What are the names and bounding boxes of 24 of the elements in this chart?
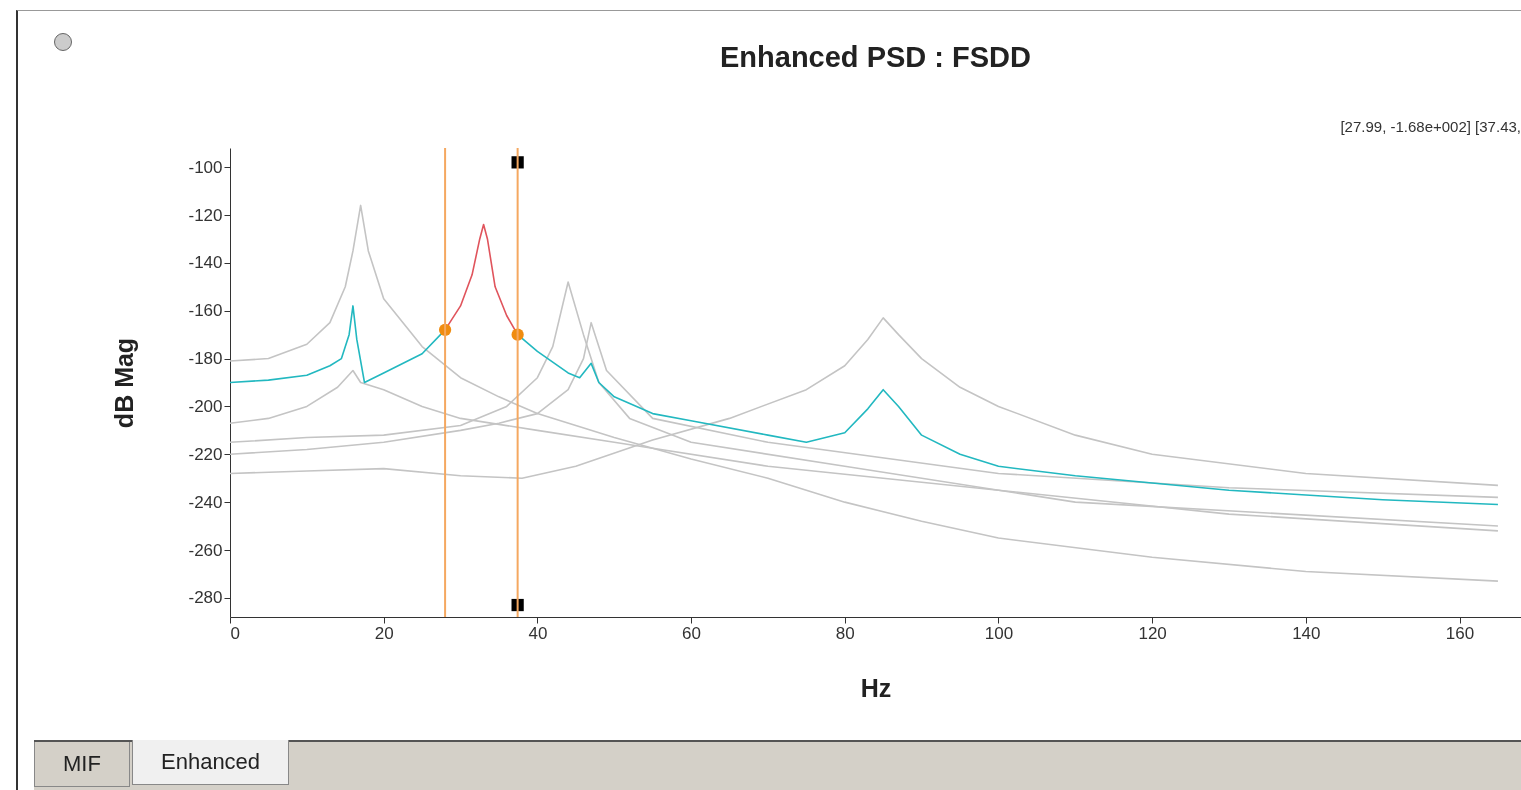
x-tick-label: 80 — [835, 623, 855, 643]
y-tick-label: -140 — [188, 253, 223, 273]
y-tick-label: -100 — [188, 157, 223, 177]
x-tick-label: 140 — [1292, 623, 1321, 643]
y-tick-label: -200 — [188, 396, 223, 416]
x-tick-label: 20 — [374, 623, 394, 643]
y-tick-label: -240 — [188, 492, 223, 512]
text: [27.99, -1.68e+002] [37.43, — [1340, 118, 1521, 135]
x-tick-label: 0 — [230, 623, 240, 643]
y-tick-label: -180 — [188, 349, 223, 369]
y-tick-label: -260 — [188, 540, 223, 560]
x-tick-label: 40 — [528, 623, 548, 643]
chart-title: Enhanced PSD : FSDD — [720, 41, 1031, 73]
x-tick-label: 160 — [1445, 623, 1475, 643]
y-axis-title: dB Mag — [110, 337, 139, 429]
y-tick-label: -160 — [188, 301, 223, 321]
x-tick-label: 120 — [1138, 623, 1167, 643]
x-axis-title: Hz — [860, 673, 892, 702]
y-tick-label: -220 — [188, 444, 223, 464]
y-tick-label: -280 — [188, 588, 223, 608]
y-tick-label: -120 — [188, 205, 223, 225]
x-tick-label: 100 — [984, 623, 1014, 643]
x-tick-label: 60 — [682, 623, 702, 643]
line-series — [229, 204, 1499, 582]
